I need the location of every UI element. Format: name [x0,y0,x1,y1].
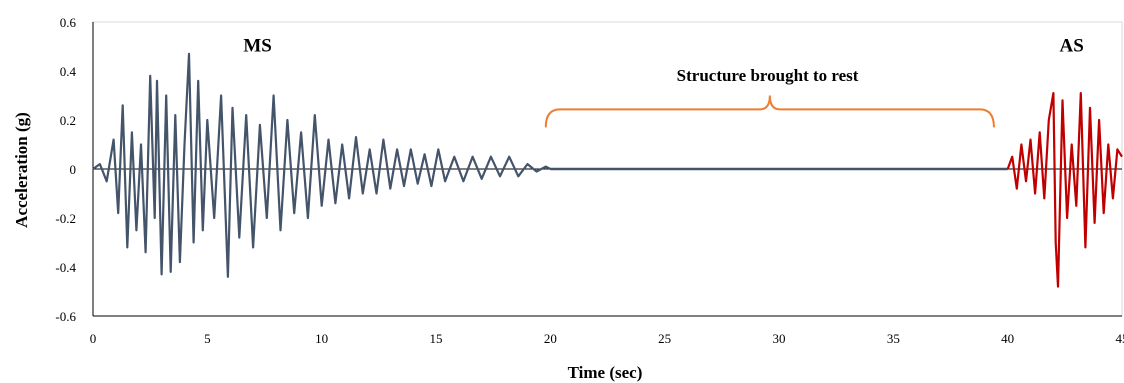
x-tick-label: 35 [887,331,900,346]
annotations: MS AS Structure brought to rest [243,35,1083,84]
main-shock-series [92,52,551,278]
x-tick-label: 0 [90,331,97,346]
y-tick-label: 0.4 [60,64,77,79]
x-tick-label: 40 [1001,331,1014,346]
x-tick-labels: 0 5 10 15 20 25 30 35 40 45 [90,331,1124,346]
x-tick-label: 5 [204,331,211,346]
y-tick-label: -0.6 [55,309,76,324]
x-tick-label: 30 [773,331,786,346]
x-axis-title: Time (sec) [568,363,643,382]
x-tick-label: 20 [544,331,557,346]
y-tick-label: -0.2 [55,211,76,226]
y-tick-label: -0.4 [55,260,76,275]
rest-label: Structure brought to rest [677,66,859,85]
bracket-shape [544,95,995,128]
series-lines [92,52,1123,288]
y-tick-labels: 0.6 0.4 0.2 0 -0.2 -0.4 -0.6 [55,15,76,324]
rest-bracket [544,95,995,128]
x-tick-label: 25 [658,331,671,346]
x-tick-label: 10 [315,331,328,346]
ms-label: MS [243,35,272,56]
y-tick-label: 0.2 [60,113,76,128]
x-tick-label: 15 [430,331,443,346]
y-tick-label: 0 [70,162,77,177]
after-shock-series [1006,92,1123,288]
x-tick-label: 45 [1116,331,1124,346]
y-axis-title: Acceleration (g) [12,112,31,228]
y-tick-label: 0.6 [60,15,77,30]
as-label: AS [1060,35,1084,56]
